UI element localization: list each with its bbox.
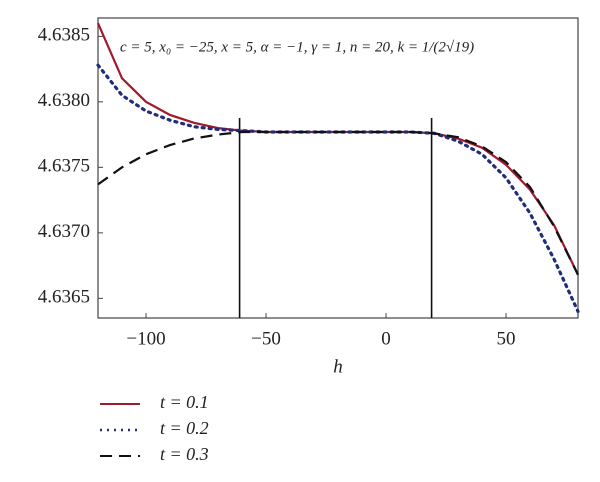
legend-label: t = 0.3 [160, 444, 209, 464]
legend-label: t = 0.1 [160, 392, 209, 412]
series-line [96, 22, 579, 276]
legend-label: t = 0.2 [160, 418, 209, 438]
series-line [97, 130, 579, 276]
y-tick-label: 4.6380 [38, 90, 90, 111]
annotation: c = 5, x₀ = −25, x = 5, α = −1, γ = 1, n… [120, 39, 474, 55]
plot-frame [97, 17, 579, 319]
y-tick-label: 4.6370 [38, 221, 90, 242]
x-tick-label: 0 [381, 328, 391, 349]
y-tick-label: 4.6375 [38, 156, 90, 177]
x-tick-label: −50 [251, 328, 281, 349]
y-tick-label: 4.6385 [38, 25, 90, 46]
x-axis-label: h [333, 356, 343, 377]
x-tick-label: 50 [497, 328, 516, 349]
y-tick-label: 4.6365 [38, 287, 90, 308]
x-tick-label: −100 [126, 328, 165, 349]
series-line [96, 63, 580, 314]
